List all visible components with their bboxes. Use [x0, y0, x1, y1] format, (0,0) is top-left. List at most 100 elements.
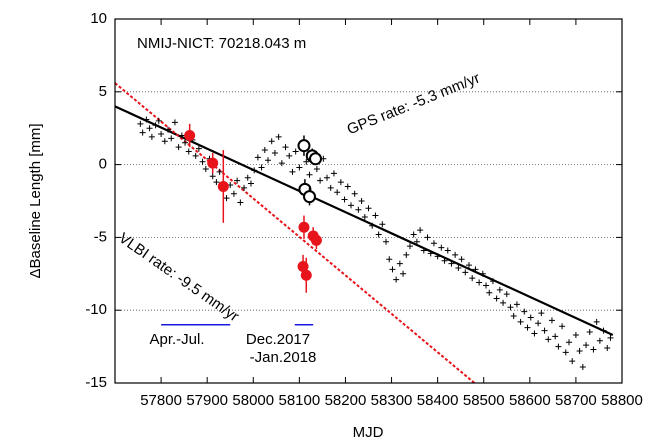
- gps-point: [261, 147, 268, 154]
- gps-point: [306, 171, 313, 178]
- gps-point: [327, 184, 334, 191]
- gps-point: [545, 336, 552, 343]
- gps-point: [541, 327, 548, 334]
- annotation: NMIJ-NICT: 70218.043 m: [137, 35, 306, 52]
- fit-line: [115, 82, 476, 383]
- gps-point-open: [297, 139, 311, 153]
- gps-point: [234, 177, 241, 184]
- gps-point: [355, 206, 362, 213]
- plot-frame: [114, 18, 623, 384]
- gps-point: [507, 304, 514, 311]
- gps-point: [358, 198, 365, 204]
- gps-point: [479, 270, 486, 277]
- gps-point: [199, 158, 206, 165]
- gps-point: [334, 189, 341, 196]
- gps-point: [268, 138, 275, 145]
- gps-point: [517, 318, 524, 325]
- gps-point: [175, 144, 182, 151]
- y-tick-label: -15: [85, 374, 107, 391]
- gps-point: [254, 154, 261, 161]
- gps-point: [195, 145, 202, 152]
- gps-point: [572, 331, 579, 338]
- gps-point: [500, 299, 507, 306]
- gps-point: [375, 231, 382, 238]
- gps-point: [469, 275, 476, 282]
- x-tick-label: 58700: [555, 392, 597, 409]
- gps-point: [241, 184, 248, 191]
- gps-point: [143, 116, 150, 123]
- gps-point: [483, 282, 490, 289]
- gps-point: [434, 253, 441, 260]
- gps-point: [324, 174, 331, 181]
- gps-point: [361, 214, 368, 221]
- gps-point: [524, 324, 531, 331]
- vlbi-point: [298, 221, 310, 233]
- vlbi-point: [310, 234, 322, 246]
- gps-point: [476, 279, 483, 286]
- gps-point: [424, 234, 431, 241]
- gps-point: [178, 132, 185, 139]
- gps-point: [448, 260, 455, 267]
- gps-point: [286, 152, 293, 159]
- gps-point: [146, 125, 153, 132]
- y-axis-label: ΔBaseline Length [mm]: [27, 123, 44, 278]
- gps-point: [389, 266, 396, 273]
- x-tick-label: 57800: [140, 392, 182, 409]
- gps-point: [413, 238, 420, 245]
- gps-point: [493, 295, 500, 302]
- gps-point: [265, 157, 272, 164]
- x-tick-label: 58200: [325, 392, 367, 409]
- gps-point: [521, 308, 528, 315]
- gps-point: [337, 179, 344, 186]
- gps-point: [161, 138, 168, 145]
- gps-point: [165, 126, 172, 133]
- gps-point: [472, 266, 479, 273]
- gps-point: [202, 165, 209, 172]
- gps-point: [430, 240, 437, 247]
- gps-point: [513, 301, 520, 308]
- gps-point: [593, 318, 600, 325]
- gps-point: [139, 129, 146, 136]
- gps-point: [330, 170, 337, 177]
- gps-point: [341, 196, 348, 203]
- gps-point: [209, 173, 216, 180]
- gps-point: [372, 212, 379, 219]
- vlbi-point: [207, 157, 219, 169]
- gps-point: [216, 168, 223, 175]
- gps-point: [538, 310, 545, 317]
- gps-point: [152, 122, 159, 129]
- gps-point: [559, 323, 566, 330]
- gps-point: [282, 144, 289, 151]
- gps-point: [396, 260, 403, 267]
- gps-point: [158, 131, 165, 138]
- gps-point: [604, 345, 611, 352]
- gps-point: [417, 227, 424, 234]
- gps-point: [289, 168, 296, 175]
- gps-point: [237, 199, 244, 206]
- x-tick-label: 58400: [417, 392, 459, 409]
- gps-point: [510, 313, 517, 320]
- gps-point: [552, 333, 559, 340]
- y-tick-label: 5: [99, 83, 107, 100]
- gps-point: [223, 195, 230, 202]
- gps-point: [292, 148, 299, 155]
- annotation: -Jan.2018: [250, 349, 317, 366]
- gps-point: [213, 179, 220, 186]
- gps-point: [244, 174, 251, 181]
- gps-point: [400, 270, 407, 277]
- gps-point: [527, 314, 534, 321]
- gps-point: [155, 117, 162, 124]
- gps-point: [258, 164, 265, 171]
- annotation: VLBI rate: -9.5 mm/yr: [115, 230, 242, 326]
- gps-point: [489, 278, 496, 285]
- gps-point: [386, 256, 393, 263]
- gps-point: [185, 148, 192, 155]
- annotation: Apr.-Jul.: [149, 331, 204, 348]
- x-tick-label: 58500: [463, 392, 505, 409]
- gps-point: [230, 190, 237, 197]
- gps-point: [351, 190, 358, 197]
- gps-point: [393, 276, 400, 283]
- gps-point: [347, 202, 354, 209]
- gps-point: [590, 346, 597, 353]
- gps-point: [271, 149, 278, 156]
